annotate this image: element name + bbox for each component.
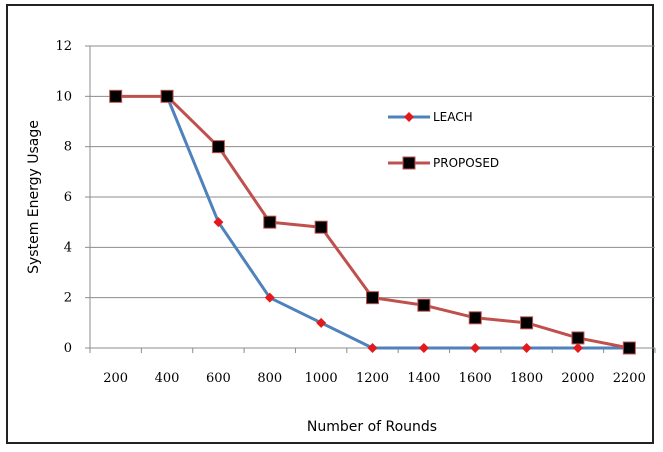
data-point-proposed	[366, 291, 379, 305]
x-tick-label: 600	[206, 371, 231, 386]
y-tick-label: 4	[64, 240, 72, 255]
data-point-proposed	[160, 89, 174, 103]
y-tick-label: 6	[64, 190, 72, 205]
x-tick-label: 1400	[407, 371, 440, 386]
tick-labels: 0 2 4 6 8 10 12 200 400 600 800 1000 1200 1400 1600 180…	[55, 39, 645, 386]
x-tick-label: 800	[257, 371, 282, 386]
series-line-proposed	[115, 94, 630, 350]
data-point-proposed	[520, 316, 534, 330]
x-tick-label: 400	[155, 371, 180, 386]
chart-frame	[6, 4, 654, 444]
x-tick-label: 1800	[510, 371, 543, 386]
x-tick-label: 1600	[459, 371, 492, 386]
x-tick-label: 1000	[305, 371, 338, 386]
x-tick-label: 1200	[356, 371, 389, 386]
data-point-proposed	[571, 331, 585, 345]
x-axis-title: Number of Rounds	[307, 419, 437, 435]
series-lines	[109, 89, 636, 355]
y-tick-label: 0	[64, 341, 72, 356]
data-point-proposed	[622, 341, 636, 355]
data-point-proposed	[314, 220, 328, 234]
y-tick-label: 10	[55, 89, 72, 104]
y-tick-label: 2	[64, 291, 72, 306]
legend: LEACH PROPOSED	[388, 110, 499, 170]
grid-lines	[90, 45, 655, 299]
data-point-proposed	[211, 140, 225, 154]
legend-label-leach: LEACH	[433, 110, 473, 124]
data-point-leach	[264, 292, 275, 303]
y-tick-label: 12	[55, 39, 72, 54]
y-axis-title: System Energy Usage	[26, 120, 42, 274]
legend-label-proposed: PROPOSED	[433, 156, 499, 170]
legend-marker-leach	[404, 112, 414, 122]
data-point-proposed	[109, 89, 123, 103]
data-point-proposed	[263, 215, 277, 229]
x-tick-label: 200	[103, 371, 128, 386]
data-point-leach	[367, 343, 378, 353]
x-tick-label: 2000	[561, 371, 594, 386]
data-point-leach	[572, 343, 583, 353]
series-line-leach	[165, 95, 630, 350]
data-point-leach	[213, 217, 224, 228]
data-point-proposed	[417, 298, 431, 312]
data-point-leach	[470, 343, 481, 353]
data-point-leach	[418, 343, 429, 353]
legend-marker-proposed	[402, 156, 416, 170]
data-point-proposed	[468, 311, 482, 325]
data-point-leach	[316, 317, 327, 328]
y-tick-label: 8	[64, 140, 72, 155]
data-point-leach	[521, 343, 532, 353]
x-tick-label: 2200	[613, 371, 646, 386]
